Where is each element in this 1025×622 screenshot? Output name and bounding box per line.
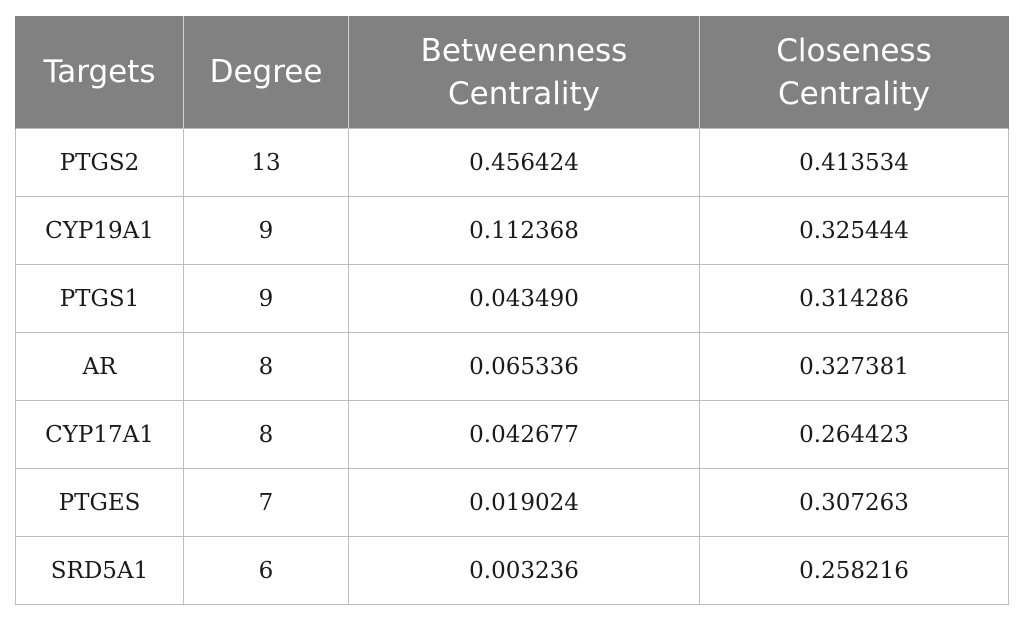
header-label: Targets — [43, 54, 156, 90]
header-label: Degree — [209, 54, 323, 90]
column-header-degree: Degree — [183, 16, 349, 129]
cell-closeness: 0.327381 — [699, 332, 1009, 401]
cell-target: PTGS1 — [15, 264, 184, 333]
cell-closeness: 0.264423 — [699, 400, 1009, 469]
data-table: Targets Degree Betweenness Centrality Cl… — [15, 16, 1009, 605]
header-label: Closeness — [776, 32, 932, 69]
header-label: Centrality — [448, 75, 600, 112]
header-label: Centrality — [778, 75, 930, 112]
cell-target: CYP19A1 — [15, 196, 184, 265]
cell-betweenness: 0.043490 — [348, 264, 700, 333]
cell-closeness: 0.325444 — [699, 196, 1009, 265]
cell-closeness: 0.413534 — [699, 128, 1009, 197]
header-label: Betweenness — [420, 32, 628, 69]
table-row: PTGES 7 0.019024 0.307263 — [15, 468, 1009, 537]
cell-degree: 9 — [183, 196, 349, 265]
cell-degree: 9 — [183, 264, 349, 333]
cell-betweenness: 0.042677 — [348, 400, 700, 469]
cell-degree: 8 — [183, 332, 349, 401]
cell-degree: 13 — [183, 128, 349, 197]
cell-degree: 7 — [183, 468, 349, 537]
table-header: Targets Degree Betweenness Centrality Cl… — [15, 16, 1009, 129]
table-body: PTGS2 13 0.456424 0.413534 CYP19A1 9 0.1… — [15, 128, 1009, 605]
table-row: PTGS1 9 0.043490 0.314286 — [15, 264, 1009, 333]
cell-degree: 8 — [183, 400, 349, 469]
cell-betweenness: 0.003236 — [348, 536, 700, 605]
network-topology-table: Targets Degree Betweenness Centrality Cl… — [15, 16, 1009, 605]
table-row: CYP17A1 8 0.042677 0.264423 — [15, 400, 1009, 469]
cell-target: CYP17A1 — [15, 400, 184, 469]
column-header-betweenness-centrality: Betweenness Centrality — [348, 16, 700, 129]
cell-betweenness: 0.019024 — [348, 468, 700, 537]
table-row: SRD5A1 6 0.003236 0.258216 — [15, 536, 1009, 605]
cell-degree: 6 — [183, 536, 349, 605]
cell-target: AR — [15, 332, 184, 401]
cell-target: PTGES — [15, 468, 184, 537]
column-header-targets: Targets — [15, 16, 184, 129]
cell-betweenness: 0.065336 — [348, 332, 700, 401]
table-row: PTGS2 13 0.456424 0.413534 — [15, 128, 1009, 197]
cell-target: SRD5A1 — [15, 536, 184, 605]
cell-closeness: 0.307263 — [699, 468, 1009, 537]
header-row: Targets Degree Betweenness Centrality Cl… — [15, 16, 1009, 129]
cell-target: PTGS2 — [15, 128, 184, 197]
column-header-closeness-centrality: Closeness Centrality — [699, 16, 1009, 129]
cell-betweenness: 0.456424 — [348, 128, 700, 197]
cell-closeness: 0.314286 — [699, 264, 1009, 333]
table-row: AR 8 0.065336 0.327381 — [15, 332, 1009, 401]
cell-closeness: 0.258216 — [699, 536, 1009, 605]
cell-betweenness: 0.112368 — [348, 196, 700, 265]
table-row: CYP19A1 9 0.112368 0.325444 — [15, 196, 1009, 265]
